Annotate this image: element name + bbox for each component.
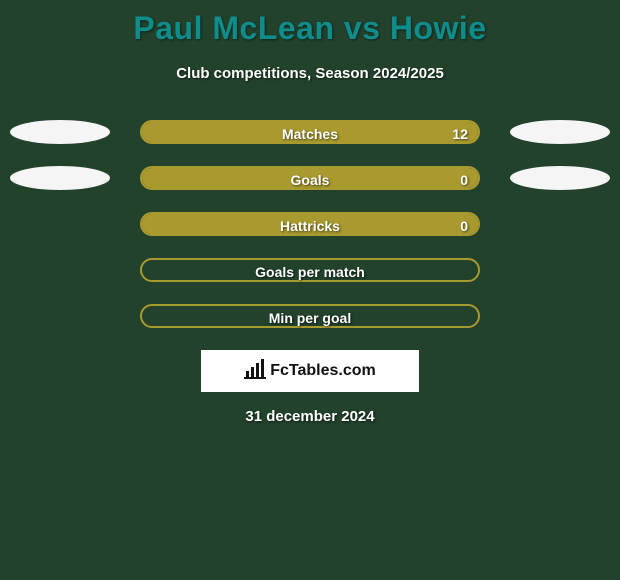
chart-icon <box>244 359 266 384</box>
stat-row: Goals0 <box>0 166 620 190</box>
player-left-marker <box>10 120 110 144</box>
player-right-marker <box>510 120 610 144</box>
logo-text: FcTables.com <box>270 362 376 380</box>
stat-value: 12 <box>452 122 468 146</box>
stat-label: Matches <box>142 122 478 146</box>
stat-bar: Goals per match <box>140 258 480 282</box>
stat-label: Hattricks <box>142 214 478 238</box>
stats-container: Matches12Goals0Hattricks0Goals per match… <box>0 120 620 328</box>
player-left-marker <box>10 166 110 190</box>
stat-label: Min per goal <box>142 306 478 330</box>
stat-row: Hattricks0 <box>0 212 620 236</box>
stat-bar: Goals0 <box>140 166 480 190</box>
stat-value: 0 <box>460 168 468 192</box>
stat-row: Goals per match <box>0 258 620 282</box>
player-right-marker <box>510 166 610 190</box>
stat-label: Goals per match <box>142 260 478 284</box>
stat-bar: Min per goal <box>140 304 480 328</box>
stat-value: 0 <box>460 214 468 238</box>
stat-row: Matches12 <box>0 120 620 144</box>
stat-bar: Hattricks0 <box>140 212 480 236</box>
page-title: Paul McLean vs Howie <box>0 0 620 47</box>
stat-row: Min per goal <box>0 304 620 328</box>
stat-label: Goals <box>142 168 478 192</box>
page-subtitle: Club competitions, Season 2024/2025 <box>0 65 620 82</box>
stat-bar: Matches12 <box>140 120 480 144</box>
footer-date: 31 december 2024 <box>0 408 620 425</box>
logo-box: FcTables.com <box>201 350 419 392</box>
